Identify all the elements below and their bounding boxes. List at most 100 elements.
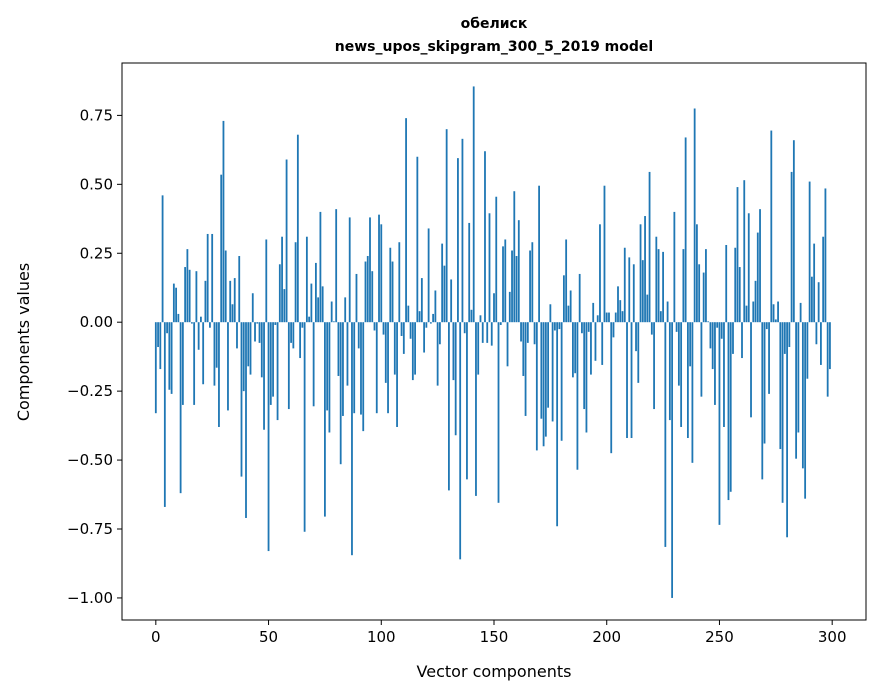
bar [587, 322, 590, 332]
chart-subtitle: news_upos_skipgram_300_5_2019 model [335, 39, 653, 55]
bar [698, 264, 701, 323]
bar [211, 233, 214, 323]
bar [824, 188, 827, 323]
bar [650, 322, 653, 335]
bar [425, 322, 428, 328]
bar [569, 290, 572, 323]
bar [808, 181, 811, 323]
bar [668, 322, 671, 421]
bar [567, 305, 570, 323]
bar [342, 322, 344, 416]
bar [696, 224, 698, 323]
bar [328, 322, 331, 433]
bar [443, 265, 446, 323]
bar [247, 322, 250, 367]
bar [592, 302, 595, 323]
bar [621, 311, 624, 323]
bar [427, 228, 430, 323]
bar [644, 216, 646, 323]
bars-group [154, 86, 831, 598]
bar [260, 322, 263, 378]
bar [278, 264, 281, 323]
bar [193, 322, 196, 405]
bar [583, 322, 586, 410]
bar [826, 322, 829, 397]
bar [218, 322, 220, 427]
bar [267, 322, 270, 552]
bar [605, 312, 608, 323]
bar [599, 224, 601, 323]
bar [558, 322, 561, 330]
bar [772, 304, 775, 323]
bar [662, 251, 664, 323]
bar [664, 322, 667, 547]
bar [326, 322, 329, 411]
y-tick-label: 0.25 [80, 244, 113, 262]
bar [409, 322, 412, 339]
bar [608, 312, 610, 323]
bar [511, 250, 513, 323]
bar [337, 322, 340, 376]
x-tick-label: 50 [259, 628, 278, 646]
bar [799, 302, 802, 323]
y-axis: 0.75 0.50 0.25 0.00 −0.25 −0.50 −0.75 −1.00 [67, 106, 122, 607]
bar [666, 301, 669, 323]
bar [407, 305, 410, 323]
bar [384, 322, 387, 383]
plot-frame [121, 62, 867, 621]
bar [389, 247, 392, 323]
bar [346, 322, 349, 386]
bar [817, 282, 820, 323]
bar [547, 322, 550, 408]
bar [635, 322, 637, 352]
bar [822, 236, 825, 323]
bar [258, 322, 261, 343]
bar [765, 322, 768, 330]
x-tick-label: 250 [705, 628, 734, 646]
bar [779, 322, 782, 450]
chart-title: обелиск [461, 16, 528, 32]
bar [542, 322, 545, 447]
bar [220, 174, 223, 323]
bar [601, 322, 604, 365]
bar [517, 220, 520, 323]
bar [204, 280, 207, 323]
bar [233, 278, 236, 323]
bar [475, 322, 477, 496]
bar [184, 267, 187, 323]
bar [161, 195, 164, 323]
bar [788, 322, 791, 348]
bar [626, 322, 628, 439]
bar [729, 322, 732, 492]
bar [596, 315, 599, 323]
bar [820, 322, 822, 365]
bar [738, 267, 741, 323]
bar [265, 239, 268, 323]
bar [170, 322, 173, 394]
bar [242, 322, 245, 392]
x-tick-label: 0 [151, 628, 161, 646]
bar [745, 305, 748, 323]
bar [287, 322, 290, 410]
bar [466, 322, 468, 480]
bar [488, 213, 491, 323]
bar [366, 256, 369, 323]
bar [781, 322, 784, 503]
bar [801, 322, 804, 469]
bar [400, 322, 403, 336]
bar [195, 271, 198, 323]
bar [531, 242, 534, 323]
bar [720, 322, 723, 339]
bar [231, 304, 234, 323]
bar [405, 118, 407, 323]
bar [238, 256, 241, 323]
bar [723, 322, 725, 427]
bar [632, 264, 635, 323]
bar [754, 280, 757, 323]
bar [655, 236, 658, 323]
bar [305, 236, 308, 323]
bar [459, 322, 462, 560]
bar [441, 243, 444, 323]
bar [774, 319, 777, 323]
bar [484, 151, 486, 323]
